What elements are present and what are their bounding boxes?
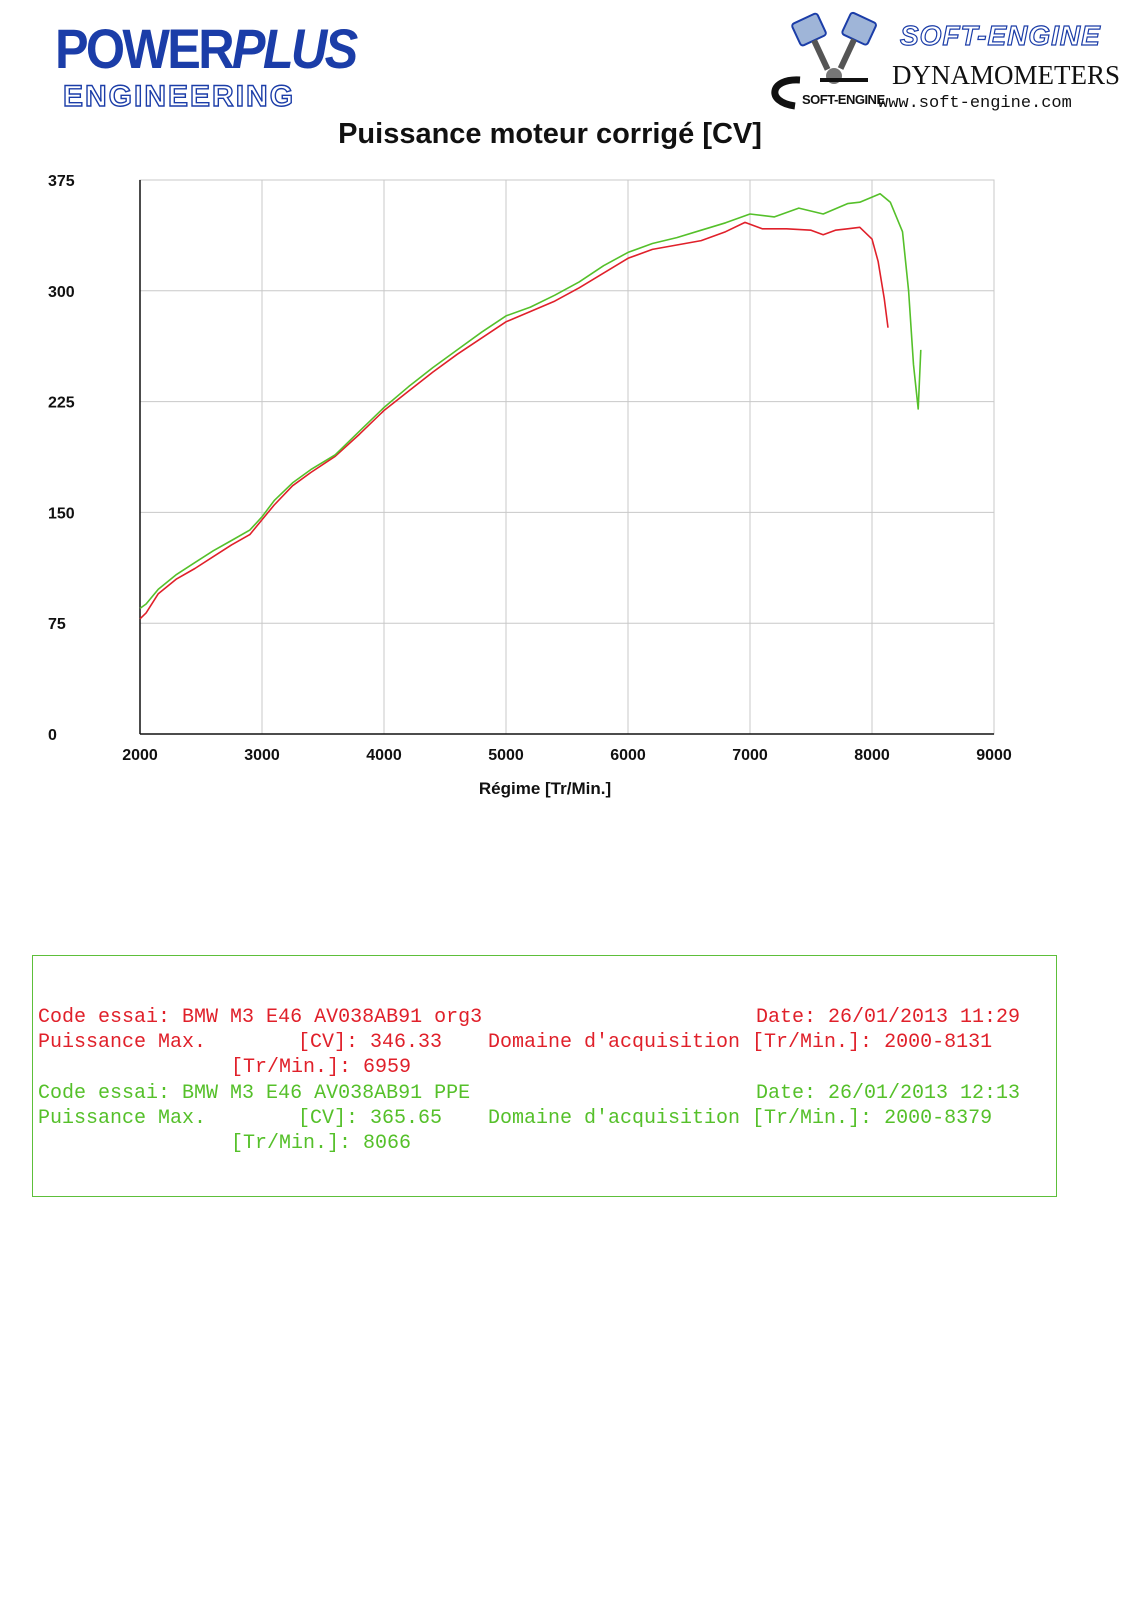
y-tick-labels: 0 75 150 225 300 375 — [48, 173, 75, 744]
run2-domain-line: Domaine d'acquisition [Tr/Min.]: 2000-83… — [488, 1107, 993, 1130]
series-line-2 — [139, 193, 922, 610]
run1-domain-line: Domaine d'acquisition [Tr/Min.]: 2000-81… — [488, 1031, 993, 1054]
logo-text-power: POWER — [55, 17, 235, 80]
soft-engine-url: www.soft-engine.com — [878, 94, 1072, 113]
y-tick-label: 0 — [48, 727, 57, 744]
power-plus-logo: POWERPLUS ENGINEERING — [55, 17, 358, 118]
run1-cv: 346.33 — [370, 1031, 443, 1054]
run2-cv: 365.65 — [370, 1107, 443, 1130]
run2-rpm-line: [Tr/Min.]: 8066 — [231, 1132, 412, 1155]
run2-cv-line: [CV]: 365.65 — [298, 1107, 443, 1130]
x-tick-label: 4000 — [366, 747, 402, 764]
run1-power-line: Puissance Max. — [38, 1031, 207, 1054]
run2-power-line: Puissance Max. — [38, 1107, 207, 1130]
x-axis-label: Régime [Tr/Min.] — [479, 779, 611, 798]
chart-series — [139, 193, 922, 620]
y-tick-label: 300 — [48, 284, 75, 301]
series-line-1 — [139, 221, 889, 620]
x-tick-label: 5000 — [488, 747, 524, 764]
run1-code: BMW M3 E46 AV038AB91 org3 — [182, 1006, 483, 1029]
x-tick-label: 3000 — [244, 747, 280, 764]
run1-date: 26/01/2013 11:29 — [828, 1006, 1021, 1029]
x-tick-label: 7000 — [732, 747, 768, 764]
chart-grid — [139, 179, 995, 735]
x-tick-label: 9000 — [976, 747, 1012, 764]
soft-engine-wordmark: SOFT-ENGINE — [899, 19, 1101, 51]
run1-cv-line: [CV]: 346.33 — [298, 1031, 443, 1054]
run2-date-line: Date: 26/01/2013 12:13 — [756, 1082, 1021, 1105]
run1-date-line: Date: 26/01/2013 11:29 — [756, 1006, 1021, 1029]
logo-text-engineering: ENGINEERING — [62, 79, 296, 113]
run2-code-line: Code essai: BMW M3 E46 AV038AB91 PPE — [38, 1082, 471, 1105]
y-tick-label: 150 — [48, 505, 75, 522]
chart-title: Puissance moteur corrigé [CV] — [338, 118, 762, 150]
x-tick-label: 6000 — [610, 747, 646, 764]
soft-engine-logo: SOFT-ENGINE DYNAMOMETERS SOFT-ENGINE www… — [760, 10, 1120, 115]
piston-icon — [771, 11, 877, 110]
run1-domain: 2000-8131 — [884, 1031, 993, 1054]
run2-date: 26/01/2013 12:13 — [828, 1082, 1021, 1105]
soft-engine-small-mark: SOFT-ENGINE — [802, 92, 885, 107]
run1-code-line: Code essai: BMW M3 E46 AV038AB91 org3 — [38, 1006, 483, 1029]
x-tick-labels: 2000 3000 4000 5000 6000 7000 8000 9000 — [122, 747, 1012, 764]
dynamometers-label: DYNAMOMETERS — [892, 60, 1121, 90]
run1-rpm-line: [Tr/Min.]: 6959 — [231, 1056, 412, 1079]
run2-rpm: 8066 — [363, 1132, 412, 1155]
x-tick-label: 8000 — [854, 747, 890, 764]
run2-domain: 2000-8379 — [884, 1107, 993, 1130]
x-tick-label: 2000 — [122, 747, 158, 764]
y-tick-label: 375 — [48, 173, 75, 190]
y-tick-label: 75 — [48, 616, 66, 633]
test-info-box: Code essai: BMW M3 E46 AV038AB91 org3 Da… — [32, 955, 1057, 1197]
plot-frame — [139, 179, 995, 735]
power-chart: 0 75 150 225 300 375 2000 3000 4000 5000 6000 7000… — [48, 173, 1012, 798]
run1-rpm: 6959 — [363, 1056, 412, 1079]
logo-text-plus: PLUS — [231, 17, 358, 80]
y-tick-label: 225 — [48, 395, 75, 412]
run2-code: BMW M3 E46 AV038AB91 PPE — [182, 1082, 471, 1105]
chart-axes — [139, 180, 994, 735]
